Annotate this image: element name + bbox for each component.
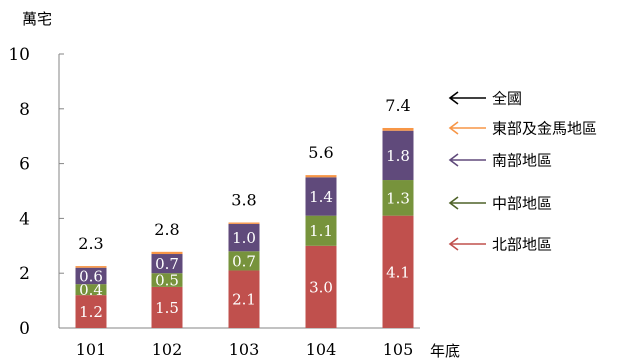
- x-tick-label: 103: [229, 340, 260, 359]
- bar-segment: [382, 215, 414, 328]
- segment-label: 0.6: [79, 267, 103, 285]
- y-tick-label: 10: [8, 45, 30, 65]
- legend-item: 中部地區: [448, 195, 552, 213]
- left-arrow-icon: [448, 196, 486, 210]
- legend-item: 全國: [448, 90, 522, 108]
- legend-item: 東部及金馬地區: [448, 120, 597, 138]
- bar-segment: [151, 273, 183, 287]
- segment-label: 1.2: [79, 303, 103, 321]
- y-axis-title: 萬宅: [22, 10, 52, 28]
- left-arrow-icon: [448, 121, 486, 135]
- x-tick-label: 104: [306, 340, 337, 359]
- total-label: 7.4: [385, 96, 410, 115]
- legend-label: 全國: [492, 90, 522, 108]
- bar-segment: [75, 267, 107, 285]
- x-axis-title: 年底: [430, 342, 460, 360]
- bar-segment: [228, 223, 260, 252]
- legend-item: 南部地區: [448, 152, 552, 170]
- legend-label: 東部及金馬地區: [492, 120, 597, 138]
- y-tick-label: 6: [19, 155, 30, 175]
- total-label: 2.8: [154, 220, 179, 239]
- bar-segment: [305, 215, 337, 246]
- bar-segment: [228, 251, 260, 271]
- legend-label: 北部地區: [492, 236, 552, 254]
- bar-segment: [151, 286, 183, 328]
- bar-segment: [382, 180, 414, 216]
- bar-segment: [382, 127, 414, 131]
- segment-label: 2.1: [232, 291, 256, 309]
- segment-label: 1.1: [309, 222, 333, 240]
- total-label: 5.6: [308, 143, 333, 162]
- bar-segment: [305, 177, 337, 216]
- total-label: 2.3: [78, 234, 103, 253]
- y-tick-label: 8: [19, 100, 30, 120]
- bar-segment: [228, 270, 260, 328]
- segment-label: 1.3: [386, 189, 410, 207]
- bar-segment: [151, 254, 183, 274]
- x-tick-label: 101: [76, 340, 107, 359]
- left-arrow-icon: [448, 237, 486, 251]
- segment-label: 1.5: [155, 299, 179, 317]
- left-arrow-icon: [448, 153, 486, 167]
- y-tick-label: 2: [19, 264, 30, 284]
- legend-label: 中部地區: [492, 195, 552, 213]
- bar-segment: [75, 295, 107, 328]
- segment-label: 0.4: [79, 281, 103, 299]
- total-label: 3.8: [231, 191, 256, 210]
- left-arrow-icon: [448, 91, 486, 105]
- segment-label: 3.0: [309, 278, 333, 296]
- bar-segment: [75, 284, 107, 296]
- bar-segment: [228, 222, 260, 224]
- bar-segment: [382, 130, 414, 181]
- y-ticks: 0 2 4 6 8 10: [8, 45, 64, 339]
- legend-item: 北部地區: [448, 236, 552, 254]
- legend-label: 南部地區: [492, 152, 552, 170]
- x-tick-label: 105: [383, 340, 414, 359]
- bars: 1.20.40.62.31.50.50.72.82.10.71.03.83.01…: [75, 96, 414, 328]
- bar-segment: [305, 175, 337, 178]
- bar-segment: [75, 266, 107, 268]
- x-ticks: 101 102 103 104 105: [76, 340, 414, 359]
- segment-label: 0.7: [232, 252, 256, 270]
- segment-label: 1.4: [309, 188, 333, 206]
- x-tick-label: 102: [152, 340, 183, 359]
- segment-label: 4.1: [386, 263, 410, 281]
- y-tick-label: 4: [19, 209, 30, 229]
- bar-segment: [305, 245, 337, 328]
- segment-label: 0.7: [155, 255, 179, 273]
- segment-label: 1.0: [232, 229, 256, 247]
- segment-label: 0.5: [155, 272, 179, 290]
- y-tick-label: 0: [19, 319, 30, 339]
- segment-label: 1.8: [386, 147, 410, 165]
- bar-segment: [151, 251, 183, 255]
